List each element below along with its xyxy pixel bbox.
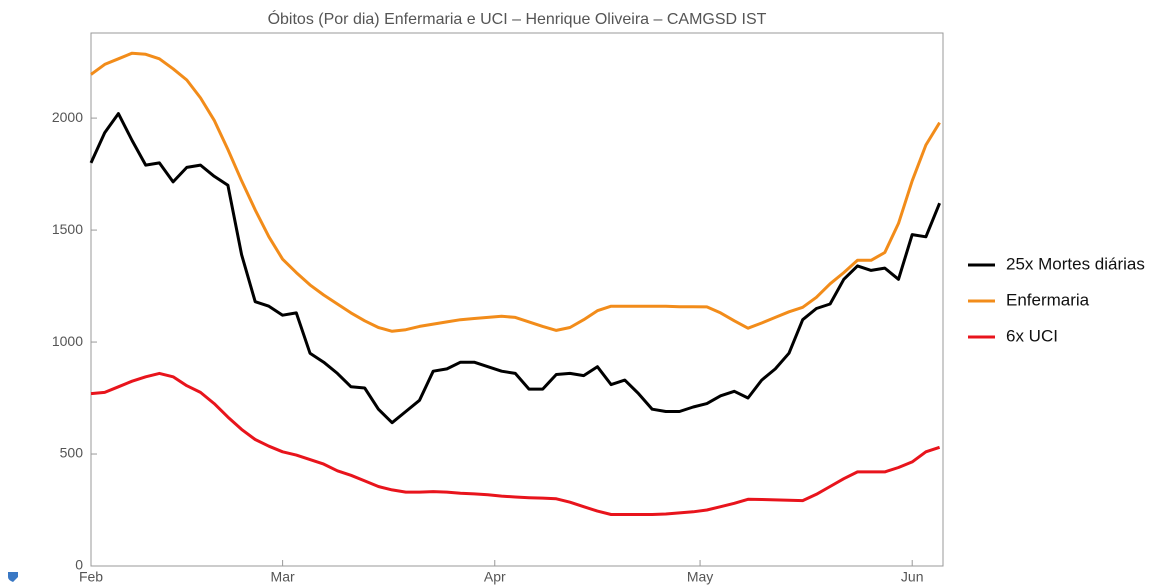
y-tick-label: 500 (60, 445, 84, 461)
legend-label: Enfermaria (1006, 290, 1090, 309)
y-tick-label: 2000 (52, 109, 83, 125)
x-tick-label: May (687, 569, 713, 585)
chart-title: Óbitos (Por dia) Enfermaria e UCI – Henr… (268, 9, 767, 28)
x-tick-label: Mar (271, 569, 295, 585)
logo (8, 572, 18, 582)
series-line (89, 112, 941, 425)
y-tick-label: 1500 (52, 221, 83, 237)
series-line (90, 371, 941, 516)
x-tick-label: Feb (79, 569, 103, 585)
y-tick-label: 1000 (52, 333, 83, 349)
legend-label: 6x UCI (1006, 326, 1058, 345)
x-tick-label: Apr (484, 569, 506, 585)
legend-label: 25x Mortes diárias (1006, 254, 1145, 273)
series-line (90, 51, 941, 333)
x-tick-label: Jun (901, 569, 924, 585)
y-tick-label: 0 (75, 557, 83, 573)
plot-frame (90, 32, 944, 567)
